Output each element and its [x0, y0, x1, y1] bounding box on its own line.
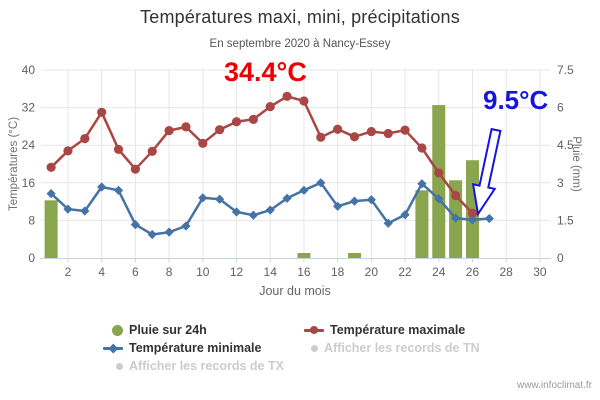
tmin-series — [46, 178, 494, 240]
legend-item-tmax[interactable]: Température maximale — [304, 323, 465, 337]
svg-text:12: 12 — [230, 265, 244, 279]
svg-text:16: 16 — [22, 176, 36, 190]
legend-item-records-tx[interactable]: Afficher les records de TX — [116, 359, 284, 373]
svg-text:0: 0 — [557, 251, 564, 265]
svg-text:1.5: 1.5 — [557, 213, 574, 227]
svg-text:28: 28 — [499, 265, 513, 279]
svg-text:24: 24 — [22, 138, 36, 152]
rain-legend-icon — [112, 324, 123, 336]
legend-item-records-tn[interactable]: Afficher les records de TN — [311, 341, 480, 355]
legend-label: Température maximale — [330, 323, 466, 337]
tmax-legend-icon — [304, 324, 324, 336]
svg-text:3: 3 — [557, 176, 564, 190]
right-axis-title: Pluie (mm) — [570, 136, 582, 192]
records-tx-legend-icon — [116, 362, 123, 370]
records-tn-legend-icon — [311, 344, 318, 352]
svg-text:6: 6 — [132, 265, 139, 279]
axes: 2 4 6 8 10 12 14 16 18 20 22 24 26 28 30081624324001.5… — [22, 63, 574, 279]
watermark: www.infoclimat.fr — [516, 380, 592, 391]
tmin-legend-icon — [103, 342, 123, 354]
svg-text:7.5: 7.5 — [557, 63, 574, 77]
legend-item-tmin[interactable]: Température minimale — [103, 341, 261, 355]
x-axis-title: Jour du mois — [259, 284, 331, 298]
svg-text:26: 26 — [466, 265, 480, 279]
tmax-series — [46, 91, 478, 218]
annotation-arrow — [471, 127, 502, 217]
svg-text:8: 8 — [28, 213, 35, 227]
svg-text:8: 8 — [166, 265, 173, 279]
svg-text:0: 0 — [28, 251, 35, 265]
legend-label: Afficher les records de TN — [324, 341, 480, 355]
svg-text:10: 10 — [196, 265, 210, 279]
legend-label: Température minimale — [129, 341, 262, 355]
svg-text:40: 40 — [22, 63, 36, 77]
legend-label: Afficher les records de TX — [129, 359, 284, 373]
chart-subtitle: En septembre 2020 à Nancy-Essey — [209, 38, 391, 50]
svg-text:18: 18 — [331, 265, 345, 279]
svg-text:30: 30 — [533, 265, 547, 279]
svg-text:14: 14 — [264, 265, 278, 279]
chart-title: Températures maxi, mini, précipitations — [140, 7, 460, 27]
rain-bars — [44, 105, 479, 259]
svg-text:4: 4 — [98, 265, 105, 279]
svg-text:32: 32 — [22, 101, 36, 115]
svg-text:20: 20 — [365, 265, 379, 279]
svg-text:2: 2 — [65, 265, 72, 279]
svg-text:6: 6 — [557, 101, 564, 115]
record-min-annotation: 9.5°C — [483, 85, 549, 115]
legend-item-rain[interactable]: Pluie sur 24h — [112, 323, 207, 337]
svg-text:22: 22 — [398, 265, 412, 279]
svg-text:24: 24 — [432, 265, 446, 279]
svg-text:16: 16 — [297, 265, 311, 279]
record-max-annotation: 34.4°C — [224, 57, 307, 87]
left-axis-title: Températures (°C) — [8, 116, 20, 212]
legend-label: Pluie sur 24h — [129, 323, 207, 337]
svg-text:4.5: 4.5 — [557, 138, 574, 152]
